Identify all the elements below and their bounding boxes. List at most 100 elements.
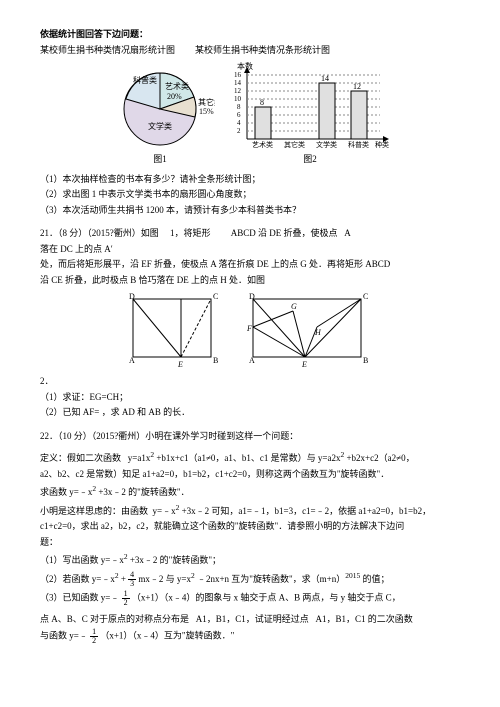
p22-s1a: （1）写出函数 y=﹣x bbox=[40, 555, 124, 565]
svg-text:D: D bbox=[249, 292, 255, 301]
bar-svg: 本数 246810121416 8 14 12 艺术类其它类 文学类科普类 种类 bbox=[225, 61, 395, 151]
p22-s5b: （x+1）（x﹣4）互为"旋转函数．" bbox=[100, 631, 234, 641]
svg-text:C: C bbox=[213, 292, 218, 301]
svg-text:E: E bbox=[301, 360, 307, 369]
p22-xm2: c1+c2=0，求出 a2，b2，c2，就能确立这个函数的"旋转函数"．请参照小… bbox=[40, 520, 460, 534]
svg-text:文学类: 文学类 bbox=[316, 140, 337, 149]
svg-text:种类: 种类 bbox=[375, 140, 389, 149]
p21-fig1: DC AB E 图1 bbox=[125, 291, 225, 371]
svg-text:8: 8 bbox=[260, 98, 264, 107]
fig1-label: 图1 bbox=[153, 153, 167, 167]
sup-sq7: 2 bbox=[191, 571, 195, 580]
bar-chart: 本数 246810121416 8 14 12 艺术类其它类 文学类科普类 种类… bbox=[225, 61, 395, 167]
svg-text:10: 10 bbox=[234, 95, 242, 103]
svg-text:F: F bbox=[246, 324, 252, 333]
p22-aska: 求函数 y=﹣x bbox=[40, 487, 92, 497]
svg-text:科普类: 科普类 bbox=[348, 140, 369, 149]
p21-sq2a: （2）已知 AF= bbox=[40, 407, 99, 417]
pie-kepu-label: 科普类 bbox=[133, 75, 157, 85]
p21-t3: A bbox=[344, 228, 351, 238]
p22-xm1a: 小明是这样思虑的：由函数 bbox=[40, 506, 148, 516]
p22-head: 22．（10 分）（2015?衢州）小明在课外学习时碰到这样一个问题： bbox=[40, 430, 460, 444]
p22-xm3: 题： bbox=[40, 536, 460, 550]
pie-title: 某校师生捐书种类情况扇形统计图 bbox=[40, 44, 175, 58]
svg-text:D: D bbox=[129, 292, 135, 301]
p22-s1: （1）写出函数 y=﹣x2 +3x﹣2 的"旋转函数"； bbox=[40, 551, 460, 568]
svg-text:16: 16 bbox=[234, 71, 242, 79]
chart-titles: 某校师生捐书种类情况扇形统计图 某校师生捐书种类情况条形统计图 bbox=[40, 44, 460, 58]
q3: （3）本次活动师生共捐书 1200 本，请预计有多少本科普类书本？ bbox=[40, 204, 460, 218]
p22-s2b: + bbox=[121, 574, 126, 584]
p21-l3: 处，而后将矩形展平，沿 EF 折叠，使极点 A 落在折痕 DE 上的点 G 处．… bbox=[40, 258, 460, 272]
svg-text:12: 12 bbox=[353, 82, 361, 91]
sup-sq4: 2 bbox=[176, 503, 180, 512]
p22-askb: +3x﹣2 的"旋转函数"． bbox=[98, 487, 189, 497]
svg-text:A: A bbox=[129, 356, 135, 365]
bar-title: 某校师生捐书种类情况条形统计图 bbox=[195, 44, 330, 58]
pie-wenxue-label: 文学类 bbox=[148, 121, 172, 131]
q2: （2）求出图 1 中表示文学类书本的扇形圆心角度数； bbox=[40, 188, 460, 202]
p21-head: 21．（8 分）（2015?衢州）如图 bbox=[40, 228, 159, 238]
svg-text:G: G bbox=[291, 302, 297, 311]
p22-s3b: （x+1）（x﹣4）的图象与 x 轴交于点 A、B 两点，与 y 轴交于点 C， bbox=[132, 593, 401, 603]
sup-sq3: 2 bbox=[92, 484, 96, 493]
p21-num2: 2． bbox=[40, 375, 460, 389]
p22-def2: a2、b2、c2 是常数）知足 a1+a2=0，b1=b2，c1+c2=0，则称… bbox=[40, 468, 460, 482]
p22-s4a: 点 A、B、C 对于原点的对称点分布是 bbox=[40, 614, 189, 624]
frac-12b: 12 bbox=[90, 628, 98, 645]
p21-l1: 21．（8 分）（2015?衢州）如图 1，将矩形 ABCD 沿 DE 折叠，使… bbox=[40, 227, 460, 241]
p22-ask: 求函数 y=﹣x2 +3x﹣2 的"旋转函数"． bbox=[40, 483, 460, 500]
p22-xm1: 小明是这样思虑的：由函数 y=﹣x2 +3x﹣2 可知，a1=﹣1，b1=3，c… bbox=[40, 502, 460, 519]
p21-sq2b: ，求 AD 和 AB 的长． bbox=[102, 407, 191, 417]
pie-yishu-label: 艺术类 bbox=[165, 81, 189, 91]
p21-l2: 落在 DC 上的点 A′ bbox=[40, 243, 460, 257]
p22-s4c: A1，B1，C1 的二次函数 bbox=[316, 614, 413, 624]
charts-row: 科普类 艺术类 20% 其它类 15% 文学类 图1 本数 2468101214… bbox=[40, 61, 460, 167]
p22-s5: 与函数 y=﹣ 12 （x+1）（x﹣4）互为"旋转函数．" bbox=[40, 628, 460, 645]
p22-s4b: A1，B1，C1，试证明经过点 bbox=[196, 614, 309, 624]
p22-s4: 点 A、B、C 对于原点的对称点分布是 A1，B1，C1，试证明经过点 A1，B… bbox=[40, 613, 460, 627]
p21-sq2: （2）已知 AF= ，求 AD 和 AB 的长． bbox=[40, 406, 460, 420]
sup-sq6: 2 bbox=[115, 571, 119, 580]
svg-text:4: 4 bbox=[237, 119, 241, 127]
svg-text:14: 14 bbox=[234, 79, 242, 87]
p21-t2: ABCD 沿 DE 折叠，使极点 bbox=[231, 228, 338, 238]
svg-text:B: B bbox=[363, 356, 368, 365]
svg-text:C: C bbox=[363, 292, 368, 301]
sup-yr: 2015 bbox=[345, 571, 360, 580]
frac-d2: 2 bbox=[122, 599, 130, 607]
pie-qita-pct: 15% bbox=[199, 107, 214, 116]
svg-text:14: 14 bbox=[321, 74, 329, 83]
p22-def1c: +b1x+c1（a1≠0，a1、b1、c1 是常数）与 y=a2x bbox=[156, 453, 340, 463]
pie-svg: 科普类 艺术类 20% 其它类 15% 文学类 bbox=[105, 61, 215, 151]
p22-def1: 定义：假如二次函数 y=a1x2 +b1x+c1（a1≠0，a1、b1、c1 是… bbox=[40, 449, 460, 466]
bar-ylabel: 本数 bbox=[237, 61, 253, 71]
p22-s3: （3）已知函数 y=﹣ 12 （x+1）（x﹣4）的图象与 x 轴交于点 A、B… bbox=[40, 590, 460, 607]
svg-text:A: A bbox=[249, 356, 255, 365]
q1: （1）本次抽样检查的书本有多少？请补全条形统计图； bbox=[40, 173, 460, 187]
frac-12a: 12 bbox=[122, 590, 130, 607]
p21-fig2: DC AB F G H E 图2 bbox=[245, 291, 375, 371]
p22-s2d: ﹣2nx+n 互为"旋转函数"，求（m+n） bbox=[197, 574, 345, 584]
p22-s3a: （3）已知函数 y=﹣ bbox=[40, 593, 119, 603]
svg-text:H: H bbox=[314, 328, 322, 337]
p21-t1: 1，将矩形 bbox=[170, 228, 211, 238]
frac-d: 3 bbox=[128, 580, 136, 588]
svg-text:12: 12 bbox=[234, 87, 242, 95]
pie-yishu-pct: 20% bbox=[167, 92, 182, 101]
svg-text:E: E bbox=[177, 360, 183, 369]
sup-sq5: 2 bbox=[124, 552, 128, 561]
svg-text:B: B bbox=[213, 356, 218, 365]
intro-text: 依据统计图回答下边问题： bbox=[40, 28, 460, 42]
p21-sq1: （1）求证：EG=CH； bbox=[40, 391, 460, 405]
p22-s2c: mx﹣2 与 y=x bbox=[138, 574, 191, 584]
p21-l4: 沿 CE 折叠，此时极点 B 恰巧落在 DE 上的点 H 处．如图 bbox=[40, 274, 460, 288]
sup-sq2: 2 bbox=[340, 450, 344, 459]
p21-figs: DC AB E 图1 DC AB F G H E 图2 bbox=[40, 291, 460, 371]
sup-sq: 2 bbox=[150, 450, 154, 459]
p22-s1b: +3x﹣2 的"旋转函数"； bbox=[130, 555, 221, 565]
p22-s2: （2）若函数 y=﹣x2 + 43 mx﹣2 与 y=x2 ﹣2nx+n 互为"… bbox=[40, 570, 460, 588]
p22-s5a: 与函数 y=﹣ bbox=[40, 631, 88, 641]
svg-text:其它类: 其它类 bbox=[284, 140, 305, 149]
pie-qita-label: 其它类 bbox=[198, 97, 215, 107]
